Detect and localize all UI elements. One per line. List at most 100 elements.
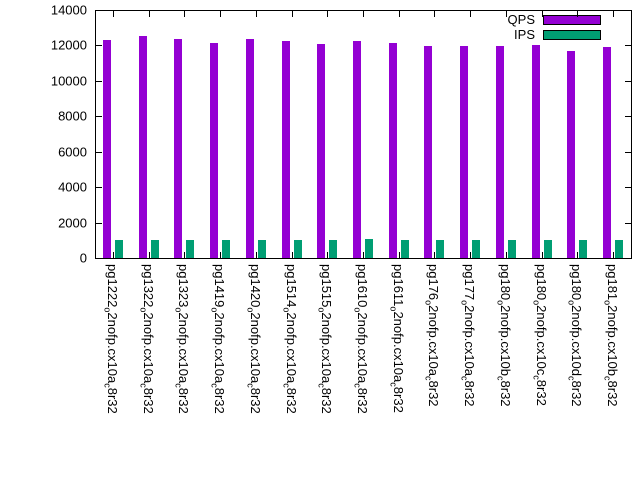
tick-mark — [184, 11, 185, 17]
tick-mark — [625, 258, 631, 259]
tick-mark — [96, 187, 102, 189]
tick-mark — [625, 10, 631, 11]
tick-mark — [399, 11, 400, 17]
tick-mark — [96, 80, 102, 82]
tick-mark — [613, 252, 614, 258]
bar-ips — [115, 240, 123, 258]
bar-ips — [436, 240, 444, 258]
tick-mark — [220, 11, 221, 17]
x-tick-label: pg180o2nofp.cx10bc8r32 — [495, 264, 513, 407]
tick-mark — [113, 252, 114, 258]
y-tick-label: 0 — [79, 250, 87, 266]
tick-mark — [625, 116, 631, 118]
tick-mark — [577, 252, 578, 258]
x-tick-label: pg180o2nofp.cx10dc8r32 — [566, 264, 584, 407]
x-tick-label: pg1419o2nofp.cx10ac8r32 — [209, 264, 227, 414]
bar-qps — [567, 51, 575, 258]
tick-mark — [542, 11, 543, 17]
bar-qps — [317, 44, 325, 258]
bar-qps — [246, 39, 254, 258]
bar-qps — [103, 40, 111, 258]
y-tick-label: 10000 — [50, 73, 87, 89]
bar-qps — [353, 41, 361, 258]
bar-ips — [329, 240, 337, 258]
x-tick-label: pg181o2nofp.cx10bc8r32 — [602, 264, 620, 407]
bar-ips — [401, 240, 409, 258]
y-tick-label: 12000 — [50, 37, 87, 53]
legend-label: IPS — [514, 27, 535, 42]
bar-qps — [496, 46, 504, 258]
bar-qps — [210, 43, 218, 258]
x-tick-label: pg177o2nofp.cx10ac8r32 — [459, 264, 477, 407]
bar-qps — [139, 36, 147, 258]
tick-mark — [434, 11, 435, 17]
tick-mark — [256, 252, 257, 258]
tick-mark — [577, 11, 578, 17]
x-tick-label: pg1323o2nofp.cx10ac8r32 — [173, 264, 191, 414]
x-tick-label: pg1611o2nofp.cx10ac8r32 — [388, 264, 406, 413]
bar-ips — [365, 239, 373, 258]
bar-qps — [389, 43, 397, 258]
bar-qps — [174, 39, 182, 258]
x-tick-label: pg1420o2nofp.cx10ac8r32 — [245, 264, 263, 414]
legend-swatch — [543, 15, 601, 25]
x-tick-label: pg1610o2nofp.cx10ac8r32 — [352, 264, 370, 414]
tick-mark — [113, 11, 114, 17]
x-tick-label: pg180o2nofp.cx10cc8r32 — [531, 264, 549, 406]
bar-qps — [603, 47, 611, 258]
bar-ips — [579, 240, 587, 258]
bar-ips — [544, 240, 552, 258]
plot-area — [95, 10, 632, 259]
tick-mark — [625, 80, 631, 82]
y-tick-label: 14000 — [50, 2, 87, 18]
legend: QPS IPS — [507, 12, 601, 44]
bar-qps — [460, 46, 468, 258]
tick-mark — [96, 45, 102, 47]
tick-mark — [625, 222, 631, 224]
x-tick-label: pg1322o2nofp.cx10ac8r32 — [138, 264, 156, 414]
tick-mark — [363, 252, 364, 258]
x-tick-label: pg1222o2nofp.cx10ac8r32 — [102, 264, 120, 414]
tick-mark — [625, 45, 631, 47]
legend-item-ips: IPS — [514, 27, 601, 42]
tick-mark — [506, 252, 507, 258]
tick-mark — [434, 252, 435, 258]
x-tick-label: pg1515o2nofp.cx10ac8r32 — [316, 264, 334, 414]
legend-item-qps: QPS — [507, 12, 601, 27]
tick-mark — [292, 11, 293, 17]
tick-mark — [96, 10, 102, 11]
tick-mark — [184, 252, 185, 258]
tick-mark — [96, 258, 102, 259]
tick-mark — [613, 11, 614, 17]
y-tick-label: 2000 — [58, 215, 87, 231]
bar-ips — [508, 240, 516, 258]
tick-mark — [506, 11, 507, 17]
tick-mark — [149, 252, 150, 258]
tick-mark — [399, 252, 400, 258]
tick-mark — [256, 11, 257, 17]
tick-mark — [96, 222, 102, 224]
bar-qps — [282, 41, 290, 258]
bar-ips — [151, 240, 159, 258]
tick-mark — [292, 252, 293, 258]
tick-mark — [220, 252, 221, 258]
bar-ips — [186, 240, 194, 258]
bar-qps — [424, 46, 432, 258]
tick-mark — [96, 116, 102, 118]
bar-ips — [222, 240, 230, 258]
tick-mark — [149, 11, 150, 17]
tick-mark — [327, 11, 328, 17]
x-tick-label: pg176o2nofp.cx10ac8r32 — [423, 264, 441, 407]
tick-mark — [470, 252, 471, 258]
tick-mark — [542, 252, 543, 258]
tick-mark — [625, 187, 631, 189]
tick-mark — [625, 151, 631, 153]
legend-label: QPS — [507, 12, 535, 27]
bar-qps — [532, 45, 540, 258]
bar-ips — [472, 240, 480, 258]
bar-ips — [258, 240, 266, 258]
y-tick-label: 6000 — [58, 144, 87, 160]
tick-mark — [470, 11, 471, 17]
y-tick-label: 8000 — [58, 108, 87, 124]
